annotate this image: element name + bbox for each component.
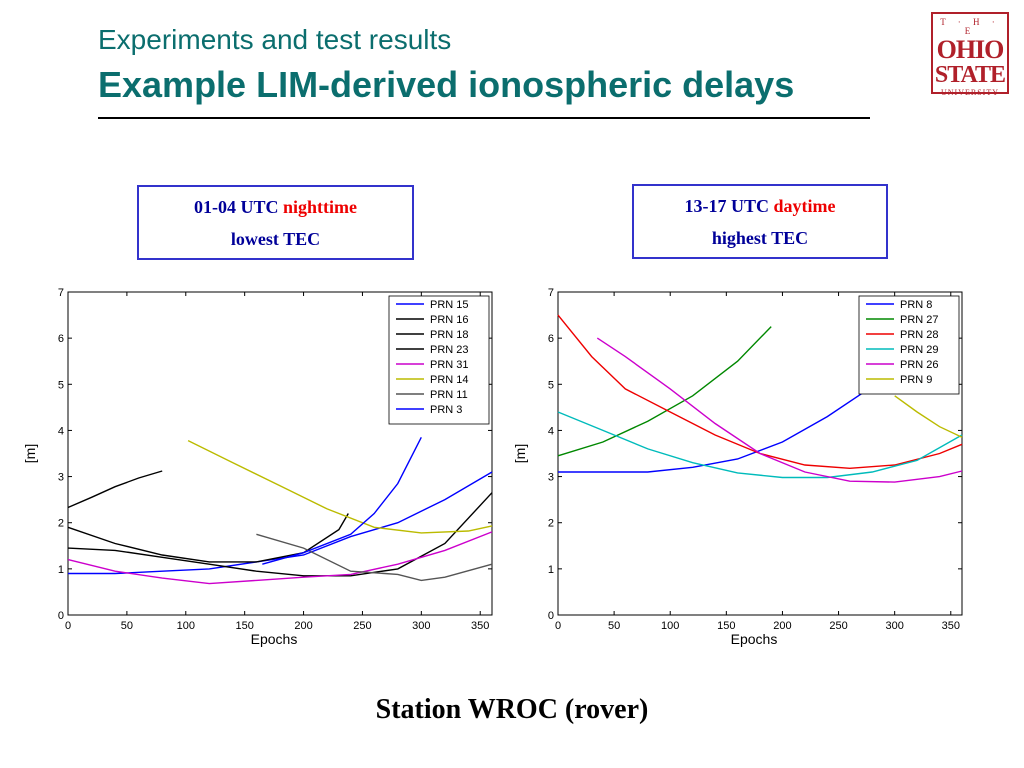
left-series-line	[67, 470, 163, 509]
left-series-line	[67, 531, 493, 585]
right-series-line	[894, 395, 963, 438]
right-series-line	[558, 369, 896, 473]
right-legend-label: PRN 8	[900, 299, 932, 311]
left-yaxis-label: [m]	[22, 444, 38, 463]
left-time-label: 01-04 UTC	[194, 197, 279, 217]
left-period-label: nighttime	[283, 197, 357, 217]
right-ytick-label: 7	[548, 287, 554, 299]
logo-the: T · H · E	[940, 17, 1000, 36]
right-xtick-label: 50	[608, 620, 620, 632]
slide-subtitle: Experiments and test results	[98, 24, 452, 55]
daytime-label-box: 13-17 UTC daytime highest TEC	[632, 184, 888, 259]
slide-title: Example LIM-derived ionospheric delays	[98, 64, 795, 105]
logo-university: UNIVERSITY	[941, 88, 999, 97]
left-ytick-label: 2	[58, 518, 64, 530]
left-series-line	[68, 471, 493, 575]
left-tec-label: lowest TEC	[230, 229, 321, 249]
ohio-state-logo: T · H · E OHIO STATE UNIVERSITY	[931, 12, 1009, 97]
left-xtick-label: 0	[65, 620, 71, 632]
nighttime-delay-chart: 0 50 100 150 200 250 300 350 0 1 2 3 4 5 6 7 Epochs [m] PR…	[22, 287, 493, 647]
right-ytick-label: 6	[548, 333, 554, 345]
right-legend-label: PRN 28	[900, 329, 939, 341]
left-legend-label: PRN 11	[430, 389, 468, 401]
left-legend-label: PRN 15	[430, 299, 469, 311]
right-xtick-label: 0	[555, 620, 561, 632]
left-xtick-label: 250	[353, 620, 371, 632]
left-series-line	[67, 492, 493, 577]
right-ytick-label: 4	[548, 425, 554, 437]
left-legend-label: PRN 23	[430, 344, 469, 356]
left-ytick-label: 0	[58, 610, 64, 622]
right-xtick-label: 150	[717, 620, 735, 632]
right-legend-label: PRN 9	[900, 374, 932, 386]
left-ytick-label: 6	[58, 333, 64, 345]
right-time-label: 13-17 UTC	[684, 196, 770, 216]
right-series-line	[596, 337, 963, 483]
left-xtick-label: 300	[412, 620, 430, 632]
logo-ohio: OHIO	[936, 35, 1005, 64]
left-ytick-label: 7	[58, 287, 64, 299]
left-xtick-label: 350	[471, 620, 489, 632]
left-ytick-label: 1	[58, 564, 64, 576]
left-legend-label: PRN 16	[430, 314, 469, 326]
right-ytick-label: 0	[548, 610, 554, 622]
left-series-line	[262, 436, 422, 565]
left-ytick-label: 3	[58, 472, 64, 484]
left-xtick-label: 200	[294, 620, 312, 632]
right-xtick-label: 300	[885, 620, 903, 632]
right-tec-label: highest TEC	[711, 228, 809, 248]
left-ytick-label: 4	[58, 425, 64, 437]
left-xtick-label: 150	[235, 620, 253, 632]
left-legend-label: PRN 3	[430, 404, 462, 416]
daytime-delay-chart: 0 50 100 150 200 250 300 350 0 1 2 3 4 5 6 7 Epochs [m] PR…	[512, 287, 963, 647]
right-legend-label: PRN 29	[900, 344, 939, 356]
right-ytick-label: 1	[548, 564, 554, 576]
right-xtick-label: 350	[942, 620, 960, 632]
right-xaxis-label: Epochs	[731, 631, 778, 647]
left-xaxis-label: Epochs	[251, 631, 298, 647]
left-legend-box	[388, 295, 490, 425]
station-label: Station WROC (rover)	[375, 694, 649, 725]
right-ytick-label: 5	[548, 379, 554, 391]
right-legend-label: PRN 26	[900, 359, 939, 371]
left-legend-label: PRN 14	[430, 374, 469, 386]
title-divider	[98, 117, 870, 119]
right-plot-frame	[557, 291, 963, 616]
right-ytick-label: 3	[548, 472, 554, 484]
left-legend-label: PRN 18	[430, 329, 469, 341]
left-xtick-label: 50	[121, 620, 133, 632]
right-series-line	[557, 326, 772, 457]
logo-state: STATE	[934, 62, 1006, 88]
left-legend-label: PRN 31	[430, 359, 469, 371]
right-yaxis-label: [m]	[512, 444, 528, 463]
right-xtick-label: 200	[773, 620, 791, 632]
nighttime-label-box: 01-04 UTC nighttime lowest TEC	[137, 185, 414, 260]
left-plot-frame	[67, 291, 493, 616]
right-xtick-label: 100	[661, 620, 679, 632]
left-ytick-label: 5	[58, 379, 64, 391]
right-xtick-label: 250	[829, 620, 847, 632]
left-series-line	[187, 439, 493, 534]
left-series-line	[67, 513, 349, 563]
right-ytick-label: 2	[548, 518, 554, 530]
right-series-line	[557, 411, 963, 479]
left-xtick-label: 100	[177, 620, 195, 632]
right-period-label: daytime	[773, 196, 836, 216]
left-series-line	[256, 533, 493, 582]
right-legend-label: PRN 27	[900, 314, 939, 326]
right-legend-box	[858, 295, 960, 395]
